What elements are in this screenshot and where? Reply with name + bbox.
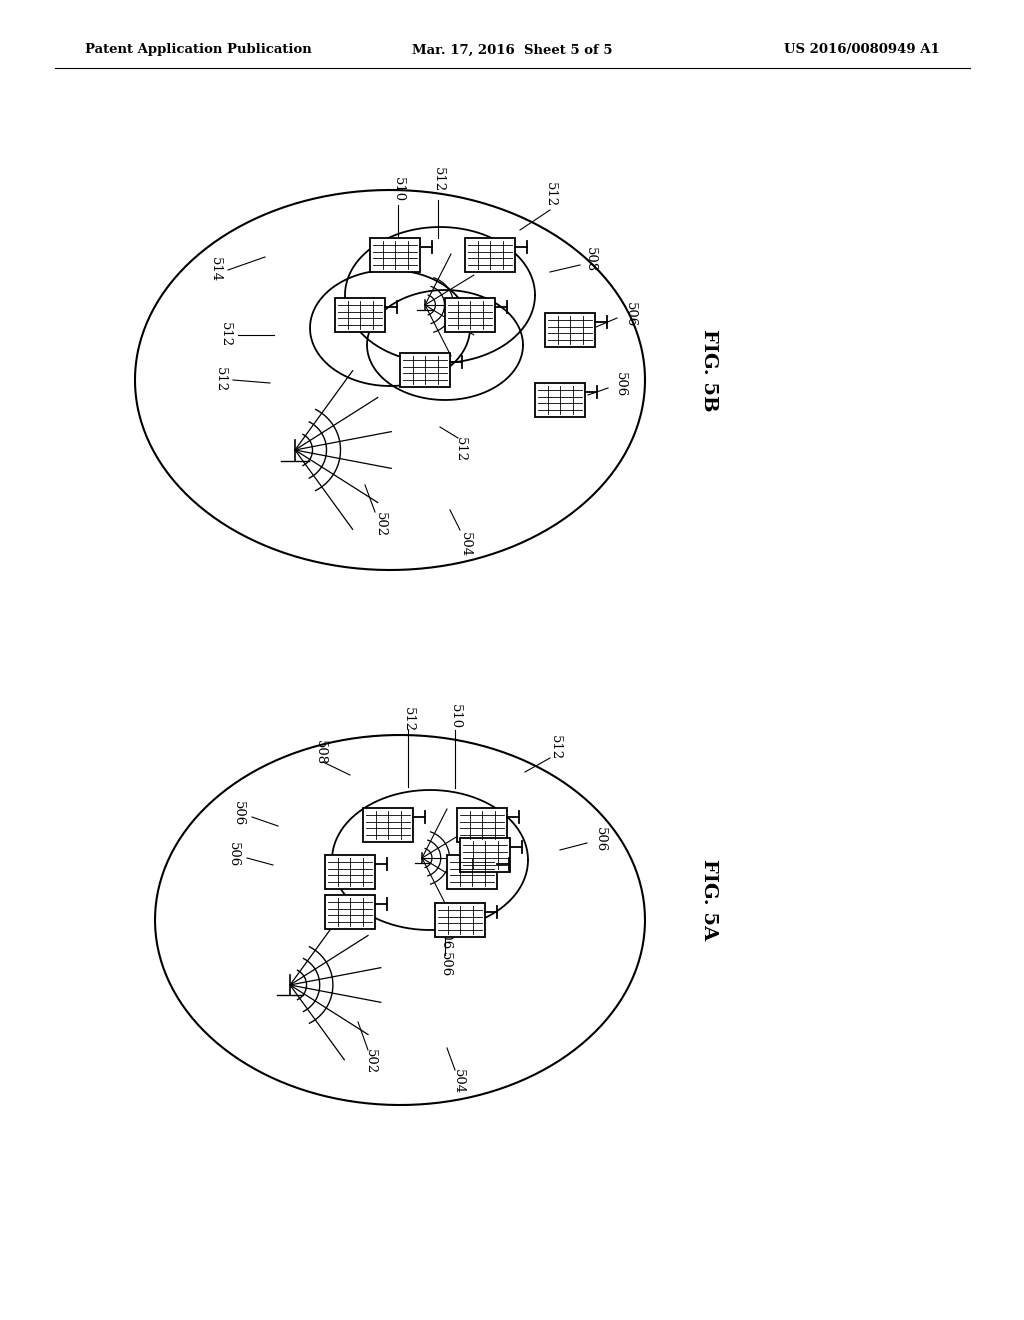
FancyBboxPatch shape (362, 808, 413, 842)
Text: 514: 514 (209, 257, 221, 282)
Text: 506: 506 (438, 925, 452, 950)
Text: 506: 506 (594, 828, 606, 853)
Text: 512: 512 (431, 168, 444, 193)
FancyBboxPatch shape (325, 855, 375, 888)
Text: 504: 504 (459, 532, 471, 557)
FancyBboxPatch shape (460, 838, 510, 873)
Text: 512: 512 (549, 735, 561, 760)
Text: 512: 512 (454, 437, 467, 462)
FancyBboxPatch shape (325, 895, 375, 929)
FancyBboxPatch shape (447, 855, 497, 888)
Text: 508: 508 (313, 741, 327, 766)
Text: 512: 512 (401, 708, 415, 733)
FancyBboxPatch shape (445, 298, 495, 333)
Text: Mar. 17, 2016  Sheet 5 of 5: Mar. 17, 2016 Sheet 5 of 5 (412, 44, 612, 57)
Text: 510: 510 (391, 177, 404, 202)
FancyBboxPatch shape (535, 383, 585, 417)
Text: 508: 508 (584, 247, 597, 272)
FancyBboxPatch shape (545, 313, 595, 347)
Text: 506: 506 (231, 801, 245, 826)
Text: 512: 512 (544, 182, 556, 207)
Text: 506: 506 (438, 952, 452, 978)
Text: 502: 502 (364, 1049, 377, 1074)
FancyBboxPatch shape (457, 808, 507, 842)
Text: 504: 504 (452, 1069, 465, 1094)
Text: 502: 502 (374, 512, 386, 537)
FancyBboxPatch shape (465, 238, 515, 272)
Text: FIG. 5A: FIG. 5A (700, 859, 718, 941)
Text: 506: 506 (613, 372, 627, 397)
FancyBboxPatch shape (370, 238, 420, 272)
Text: Patent Application Publication: Patent Application Publication (85, 44, 311, 57)
Text: 506: 506 (226, 842, 240, 867)
Text: FIG. 5B: FIG. 5B (700, 329, 718, 412)
Text: 506: 506 (624, 302, 637, 327)
Text: 512: 512 (213, 367, 226, 392)
Text: 512: 512 (218, 322, 231, 347)
FancyBboxPatch shape (335, 298, 385, 333)
FancyBboxPatch shape (435, 903, 485, 937)
Text: 510: 510 (449, 705, 462, 730)
Text: US 2016/0080949 A1: US 2016/0080949 A1 (784, 44, 940, 57)
FancyBboxPatch shape (400, 352, 450, 387)
